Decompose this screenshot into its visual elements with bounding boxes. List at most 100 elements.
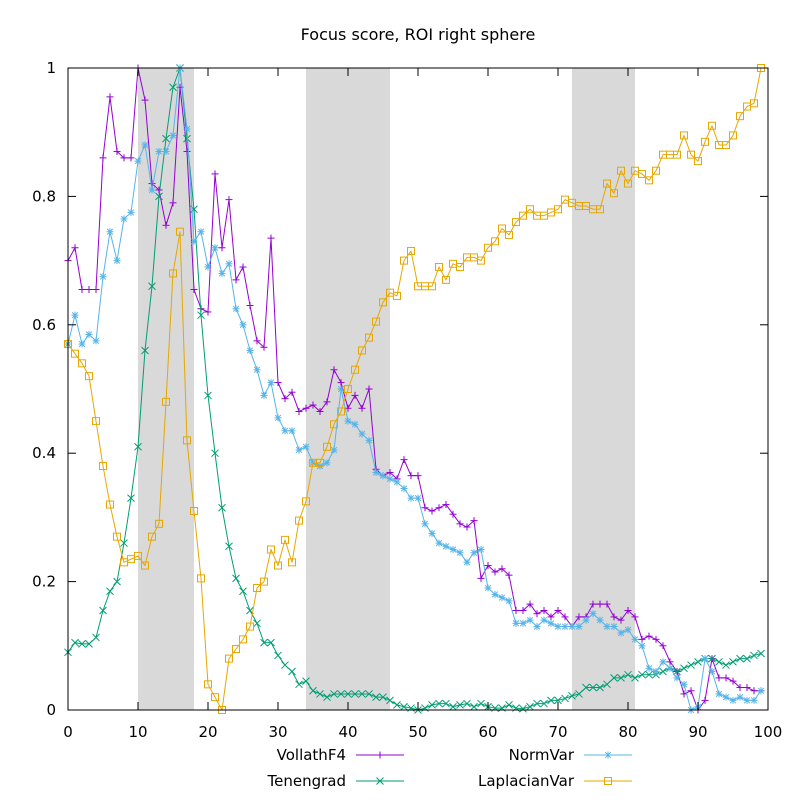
data-point-vollathf4 [330, 366, 338, 374]
data-point-vollathf4 [302, 404, 310, 412]
data-point-normvar [225, 260, 233, 268]
data-point-normvar [239, 321, 247, 329]
x-tick-label: 0 [63, 723, 73, 741]
data-point-vollathf4 [253, 337, 261, 345]
data-point-tenengrad [400, 702, 408, 711]
data-point-tenengrad [624, 670, 632, 679]
data-point-normvar [344, 417, 352, 425]
data-point-normvar [722, 693, 730, 701]
data-point-tenengrad [225, 542, 233, 551]
data-point-vollathf4 [92, 285, 100, 293]
data-point-laplacianvar [232, 645, 240, 654]
data-point-tenengrad [330, 690, 338, 698]
data-point-laplacianvar [302, 497, 310, 506]
data-point-normvar [379, 472, 387, 480]
y-tick-label: 0.4 [32, 444, 56, 462]
data-point-laplacianvar [274, 561, 282, 570]
data-point-tenengrad [85, 640, 93, 648]
data-point-vollathf4 [400, 456, 408, 464]
legend-item-normvar: NormVar [509, 746, 632, 764]
data-point-normvar [757, 687, 765, 695]
data-point-vollathf4 [638, 635, 646, 643]
data-point-normvar [575, 623, 583, 631]
data-point-laplacianvar [190, 506, 198, 515]
data-point-normvar [71, 311, 79, 319]
data-point-tenengrad [323, 693, 331, 702]
data-point-vollathf4 [113, 147, 121, 155]
data-point-laplacianvar [554, 205, 562, 214]
data-point-tenengrad [547, 696, 555, 705]
data-point-laplacianvar [85, 372, 93, 381]
data-point-vollathf4 [288, 388, 296, 396]
data-point-normvar [162, 147, 170, 155]
data-point-normvar [449, 546, 457, 553]
data-point-vollathf4 [316, 407, 324, 415]
data-point-normvar [120, 215, 128, 223]
data-point-tenengrad [232, 574, 240, 583]
data-point-normvar [435, 539, 443, 547]
data-point-tenengrad [568, 692, 576, 700]
data-point-tenengrad [372, 693, 380, 702]
data-point-tenengrad [435, 699, 443, 708]
data-point-laplacianvar [134, 551, 142, 560]
data-point-tenengrad [449, 702, 457, 711]
data-point-normvar [526, 616, 534, 624]
data-point-normvar [617, 629, 625, 637]
data-point-laplacianvar [99, 462, 107, 471]
data-point-vollathf4 [519, 606, 527, 614]
data-point-normvar [505, 597, 513, 605]
data-point-tenengrad [554, 696, 562, 705]
y-tick-label: 0 [46, 701, 56, 719]
data-point-tenengrad [211, 449, 219, 458]
data-point-normvar [386, 475, 394, 483]
data-point-tenengrad [78, 640, 86, 648]
data-point-tenengrad [533, 699, 541, 708]
data-point-normvar [330, 446, 338, 454]
data-point-tenengrad [274, 651, 282, 660]
data-point-normvar [134, 157, 142, 165]
data-point-vollathf4 [484, 562, 492, 570]
data-point-normvar [246, 346, 254, 354]
data-point-tenengrad [757, 649, 765, 658]
data-point-tenengrad [638, 670, 646, 679]
data-point-normvar [148, 186, 156, 194]
data-point-laplacianvar [246, 622, 254, 631]
data-point-laplacianvar [477, 256, 485, 265]
data-point-vollathf4 [309, 401, 317, 409]
data-point-tenengrad [722, 661, 730, 669]
data-point-vollathf4 [561, 613, 569, 621]
data-point-tenengrad [183, 134, 191, 143]
data-point-vollathf4 [351, 391, 359, 399]
data-point-laplacianvar [624, 179, 632, 188]
data-point-normvar [547, 619, 555, 627]
data-point-tenengrad [519, 704, 527, 713]
series-tenengrad [64, 64, 765, 714]
data-point-vollathf4 [659, 642, 667, 650]
data-point-normvar [463, 558, 471, 566]
data-point-normvar [302, 443, 310, 451]
data-point-vollathf4 [260, 343, 268, 351]
data-point-vollathf4 [386, 468, 394, 476]
data-point-normvar [540, 616, 548, 624]
legend-marker-normvar [604, 751, 612, 759]
data-point-tenengrad [316, 690, 324, 698]
data-point-vollathf4 [575, 613, 583, 621]
x-tick-label: 70 [548, 723, 567, 741]
data-point-laplacianvar [351, 365, 359, 374]
data-point-normvar [260, 391, 268, 399]
data-point-normvar [281, 427, 289, 435]
shaded-band-3 [572, 68, 635, 710]
data-point-tenengrad [603, 680, 611, 689]
data-point-normvar [743, 696, 751, 704]
x-tick-label: 100 [754, 723, 783, 741]
data-point-normvar [288, 427, 296, 435]
data-point-laplacianvar [148, 532, 156, 541]
data-point-laplacianvar [407, 246, 415, 255]
data-point-vollathf4 [435, 504, 443, 512]
data-point-normvar [582, 616, 590, 624]
data-point-normvar [533, 623, 541, 631]
shaded-bands [138, 68, 635, 710]
data-point-tenengrad [134, 442, 142, 451]
data-point-vollathf4 [323, 398, 331, 406]
series-laplacianvar [64, 64, 765, 714]
